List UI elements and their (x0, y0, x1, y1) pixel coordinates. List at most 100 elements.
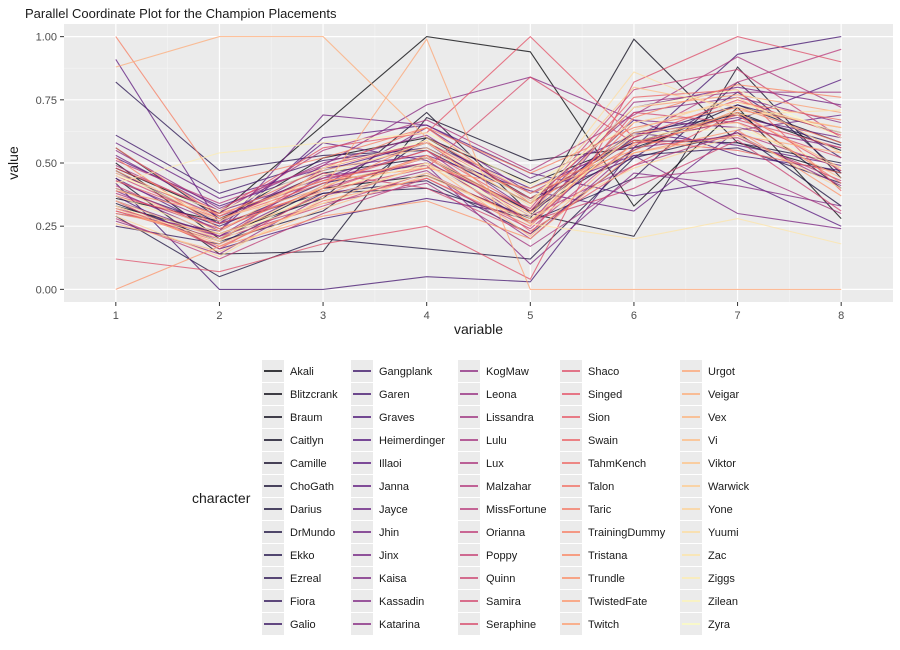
legend-item: Trundle (560, 567, 625, 589)
series-line (115, 84, 842, 230)
series-line (115, 134, 842, 258)
x-tick-label: 6 (631, 310, 637, 322)
series-line (115, 36, 842, 290)
legend-item: Braum (262, 406, 322, 428)
y-axis-label: value (5, 146, 21, 180)
series-line (115, 36, 842, 281)
legend-label: TahmKench (588, 458, 646, 470)
legend-item: Talon (560, 475, 614, 497)
legend-item: KogMaw (458, 360, 529, 382)
legend-label: Seraphine (486, 619, 536, 631)
legend-item: Fiora (262, 590, 316, 612)
series-line (115, 89, 842, 212)
legend-item: Graves (351, 406, 415, 428)
legend-item: ChoGath (262, 475, 334, 497)
legend-item: Lulu (458, 429, 507, 451)
legend-label: Malzahar (486, 481, 532, 493)
legend-label: Jinx (379, 550, 399, 562)
legend-label: Singed (588, 389, 622, 401)
legend-label: Warwick (708, 481, 750, 493)
legend-label: Braum (290, 412, 322, 424)
legend-item: Illaoi (351, 452, 402, 474)
legend-label: Camille (290, 458, 327, 470)
legend-item: Swain (560, 429, 618, 451)
legend-label: Darius (290, 504, 322, 516)
y-tick-label: 1.00 (36, 32, 57, 44)
legend-label: TrainingDummy (588, 527, 666, 539)
legend-item: TrainingDummy (560, 521, 666, 543)
x-tick-label: 4 (424, 310, 430, 322)
x-tick-label: 5 (527, 310, 533, 322)
legend-item: Akali (262, 360, 314, 382)
series-line (115, 86, 842, 232)
legend-label: Twitch (588, 619, 619, 631)
legend-label: Heimerdinger (379, 435, 445, 447)
legend-label: Janna (379, 481, 410, 493)
legend-label: Leona (486, 389, 517, 401)
legend-label: Lulu (486, 435, 507, 447)
legend-label: Yone (708, 504, 733, 516)
series-line (115, 114, 842, 212)
legend-item: Viktor (680, 452, 736, 474)
legend-label: Ziggs (708, 573, 735, 585)
legend-label: MissFortune (486, 504, 547, 516)
legend-item: Lissandra (458, 406, 535, 428)
legend-item: Malzahar (458, 475, 532, 497)
legend-item: Jayce (351, 498, 408, 520)
legend-item: Samira (458, 590, 522, 612)
legend-item: Zilean (680, 590, 738, 612)
legend-item: Lux (458, 452, 504, 474)
legend-label: Jhin (379, 527, 399, 539)
y-tick-label: 0.25 (36, 221, 57, 233)
x-tick-label: 3 (320, 310, 326, 322)
series-line (115, 36, 842, 184)
legend-item: Shaco (560, 360, 619, 382)
x-axis-label: variable (454, 321, 503, 337)
legend-label: Caitlyn (290, 435, 324, 447)
legend-item: Kassadin (351, 590, 424, 612)
legend-label: Illaoi (379, 458, 402, 470)
legend-item: Singed (560, 383, 622, 405)
legend-item: Ekko (262, 544, 314, 566)
legend-label: Katarina (379, 619, 421, 631)
legend-item: Vex (680, 406, 727, 428)
legend-item: Tristana (560, 544, 628, 566)
y-tick-label: 0.00 (36, 284, 57, 296)
legend-item: Sion (560, 406, 610, 428)
legend-item: Leona (458, 383, 517, 405)
legend-item: Twitch (560, 613, 619, 635)
legend-label: Swain (588, 435, 618, 447)
series-line (115, 124, 842, 232)
legend-item: Orianna (458, 521, 526, 543)
legend-label: Garen (379, 389, 410, 401)
legend-item: Darius (262, 498, 322, 520)
legend-label: Veigar (708, 389, 740, 401)
legend-item: Yuumi (680, 521, 739, 543)
y-tick-label: 0.75 (36, 95, 57, 107)
legend-label: Gangplank (379, 366, 433, 378)
legend-item: Janna (351, 475, 410, 497)
series-line (115, 127, 842, 242)
legend-item: Seraphine (458, 613, 536, 635)
legend-item: Taric (560, 498, 612, 520)
legend-item: Heimerdinger (351, 429, 445, 451)
legend-item: DrMundo (262, 521, 335, 543)
legend-label: KogMaw (486, 366, 529, 378)
legend-label: Zyra (708, 619, 731, 631)
series-line (115, 89, 842, 220)
legend-label: Trundle (588, 573, 625, 585)
legend-item: MissFortune (458, 498, 547, 520)
legend-label: Shaco (588, 366, 619, 378)
legend-label: Samira (486, 596, 522, 608)
legend-label: Vi (708, 435, 718, 447)
series-line (115, 129, 842, 290)
x-tick-label: 7 (735, 310, 741, 322)
legend-label: Poppy (486, 550, 518, 562)
legend-label: Taric (588, 504, 612, 516)
chart-title: Parallel Coordinate Plot for the Champio… (25, 6, 337, 21)
series-line (115, 109, 842, 215)
series-line (115, 36, 842, 194)
legend-label: Kassadin (379, 596, 424, 608)
legend-label: Ezreal (290, 573, 321, 585)
